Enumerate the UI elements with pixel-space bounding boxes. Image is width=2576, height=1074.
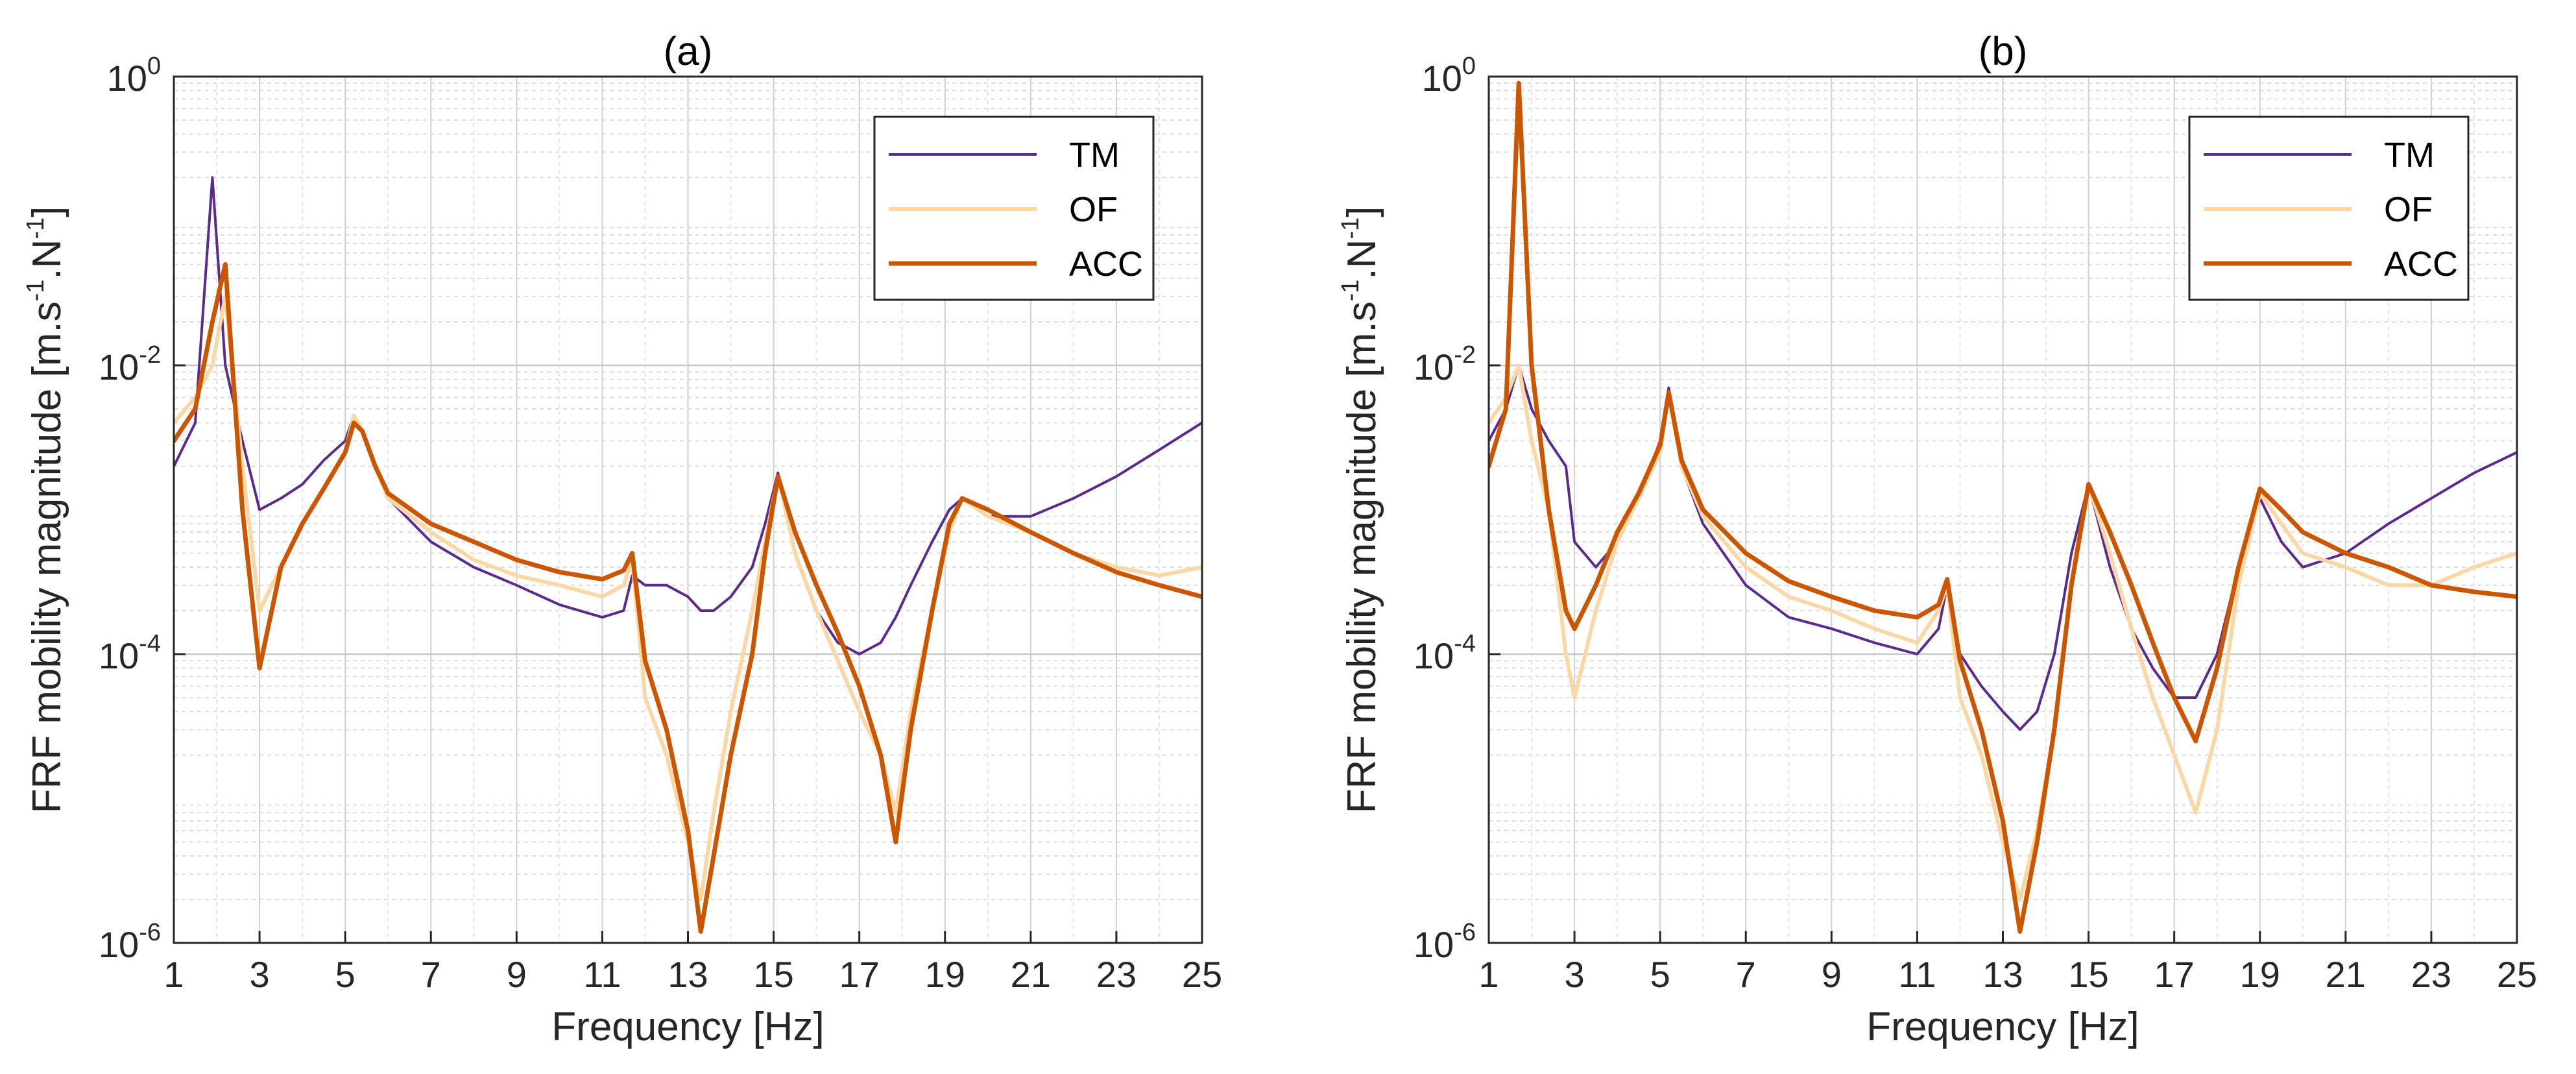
legend-label-of: OF — [2384, 190, 2433, 229]
y-tick-label: 10-2 — [99, 341, 161, 387]
x-tick-label: 21 — [1011, 954, 1051, 995]
x-tick-label: 23 — [1096, 954, 1137, 995]
x-tick-label: 15 — [2068, 954, 2108, 995]
legend-label-acc: ACC — [1069, 245, 1143, 284]
y-axis-label: FRF mobility magnitude [m.s-1.N-1] — [22, 206, 69, 814]
x-tick-label: 15 — [753, 954, 793, 995]
chart-panel-b: 1 3 5 7 9 11 13 15 17 19 21 23 2510-610-410-2100Freq… — [1337, 29, 2537, 1049]
legend-label-tm: TM — [1069, 136, 1120, 175]
x-tick-label: 25 — [1182, 954, 1222, 995]
y-tick-label: 10-2 — [1414, 341, 1476, 387]
x-tick-label: 5 — [335, 954, 355, 995]
x-tick-label: 9 — [507, 954, 527, 995]
y-tick-label: 10-4 — [1414, 630, 1476, 676]
series-group — [1489, 80, 2517, 934]
y-tick-label: 100 — [1422, 53, 1476, 99]
x-tick-label: 7 — [421, 954, 441, 995]
x-tick-label: 3 — [1565, 954, 1585, 995]
y-axis-label: FRF mobility magnitude [m.s-1.N-1] — [1337, 206, 1384, 814]
x-tick-label: 7 — [1736, 954, 1756, 995]
legend-label-acc: ACC — [2384, 245, 2458, 284]
x-tick-label: 3 — [250, 954, 270, 995]
series-line-tm — [174, 176, 1202, 655]
x-tick-label: 1 — [1478, 954, 1499, 995]
chart-title: (a) — [664, 29, 713, 74]
x-axis: 1 3 5 7 9 11 13 15 17 19 21 23 25 — [1478, 931, 2537, 995]
x-tick-label: 11 — [583, 954, 621, 995]
y-tick-label: 10-4 — [99, 630, 161, 676]
x-tick-label: 17 — [839, 954, 880, 995]
legend: TM OF ACC — [2188, 116, 2470, 301]
x-tick-label: 19 — [925, 954, 965, 995]
x-tick-label: 13 — [1982, 954, 2023, 995]
series-line-acc — [174, 262, 1202, 934]
x-tick-label: 13 — [668, 954, 708, 995]
y-axis: 10-6 10-4 10-2 100 — [1414, 53, 1500, 965]
x-tick-label: 21 — [2326, 954, 2366, 995]
x-axis-label: Frequency [Hz] — [551, 1005, 824, 1049]
series-group — [174, 176, 1202, 934]
x-tick-label: 25 — [2497, 954, 2537, 995]
x-tick-label: 19 — [2240, 954, 2280, 995]
x-tick-label: 23 — [2411, 954, 2451, 995]
x-axis-label: Frequency [Hz] — [1866, 1005, 2139, 1049]
y-tick-label: 10-6 — [1414, 919, 1476, 965]
legend-label-tm: TM — [2384, 136, 2435, 175]
series-line-acc — [1489, 80, 2517, 934]
x-tick-label: 9 — [1822, 954, 1842, 995]
y-tick-label: 100 — [107, 53, 161, 99]
chart-panel-a: 1 3 5 7 9 11 13 15 17 19 21 23 2510-610-410-2100Freq… — [22, 29, 1222, 1049]
legend: TM OF ACC — [873, 116, 1155, 301]
x-axis: 1 3 5 7 9 11 13 15 17 19 21 23 25 — [163, 931, 1222, 995]
x-tick-label: 11 — [1898, 954, 1936, 995]
legend-label-of: OF — [1069, 190, 1118, 229]
y-axis: 10-6 10-4 10-2 100 — [99, 53, 186, 965]
chart-title: (b) — [1979, 29, 2028, 74]
x-tick-label: 1 — [163, 954, 184, 995]
x-tick-label: 17 — [2154, 954, 2195, 995]
x-tick-label: 5 — [1650, 954, 1670, 995]
y-tick-label: 10-6 — [99, 919, 161, 965]
